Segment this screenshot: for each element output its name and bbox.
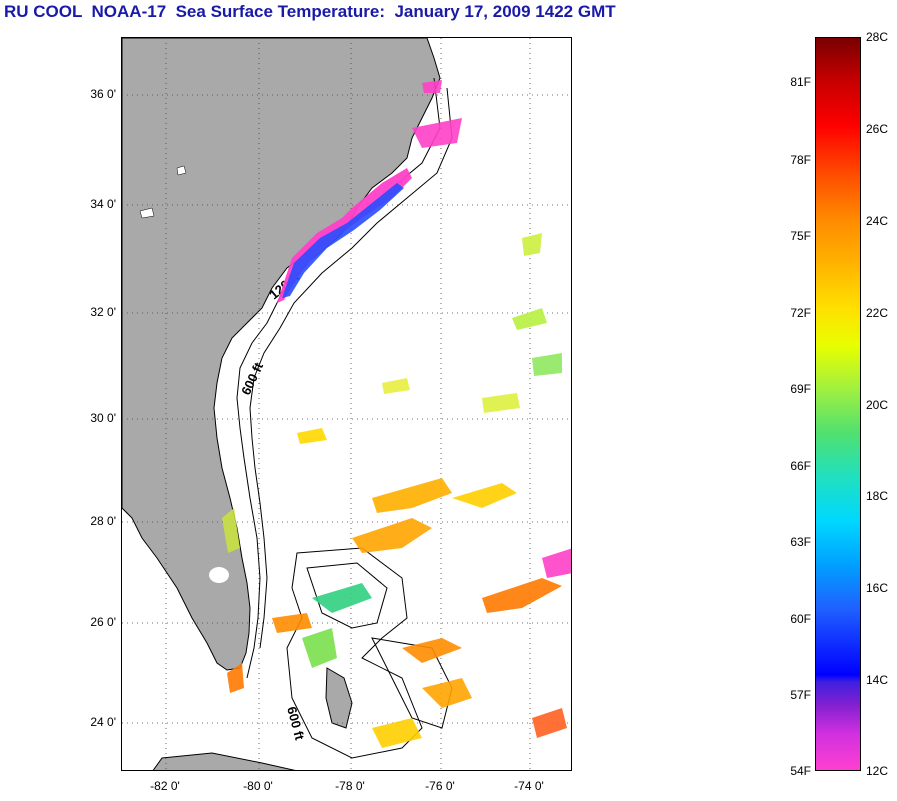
cb-label-54f: 54F (790, 764, 811, 778)
map-title: RU COOL NOAA-17 Sea Surface Temperature:… (4, 2, 616, 21)
cb-label-63f: 63F (790, 535, 811, 549)
cb-label-16c: 16C (866, 581, 889, 595)
cb-label-60f: 60F (790, 612, 811, 626)
lat-tick-28: 28 0' (90, 514, 116, 528)
cb-label-75f: 75F (790, 229, 811, 243)
lon-tick-74: -74 0' (514, 779, 544, 793)
lat-tick-36: 36 0' (90, 87, 116, 101)
lat-tick-30: 30 0' (90, 411, 116, 425)
lat-tick-32: 32 0' (90, 305, 116, 319)
cb-label-78f: 78F (790, 153, 811, 167)
lon-tick-76: -76 0' (425, 779, 455, 793)
cuba-land (152, 752, 296, 770)
sst-map: 120 ft 600 ft 600 ft (121, 37, 572, 771)
map-canvas: 120 ft 600 ft 600 ft (122, 38, 571, 770)
lat-tick-26: 26 0' (90, 615, 116, 629)
cb-label-20c: 20C (866, 398, 889, 412)
land-mass (122, 38, 441, 671)
contour-label-600ft-south: 600 ft (284, 705, 307, 742)
cb-label-28c: 28C (866, 30, 889, 44)
lake-okeechobee (209, 567, 229, 583)
sst-warm-patches (222, 233, 571, 748)
cb-label-12c: 12C (866, 764, 889, 778)
lon-tick-80: -80 0' (243, 779, 273, 793)
cb-label-24c: 24C (866, 214, 889, 228)
lon-tick-82: -82 0' (150, 779, 180, 793)
cb-label-72f: 72F (790, 306, 811, 320)
temperature-colorbar (815, 37, 861, 771)
sst-chesapeake (422, 80, 442, 93)
contour-600ft (249, 87, 453, 649)
bahamas-contour-inner (306, 562, 388, 629)
coastal-islands (139, 165, 187, 219)
cb-label-14c: 14C (866, 673, 889, 687)
cb-label-26c: 26C (866, 122, 889, 136)
sst-pamlico (412, 118, 462, 148)
cb-label-22c: 22C (866, 306, 889, 320)
lat-tick-24: 24 0' (90, 715, 116, 729)
cb-label-66f: 66F (790, 459, 811, 473)
sst-cold-core (282, 183, 404, 298)
cb-label-57f: 57F (790, 688, 811, 702)
andros-island (325, 667, 353, 729)
lon-tick-78: -78 0' (335, 779, 365, 793)
cb-label-18c: 18C (866, 489, 889, 503)
cb-label-81f: 81F (790, 75, 811, 89)
contour-label-600ft-north: 600 ft (238, 360, 266, 398)
cb-label-69f: 69F (790, 382, 811, 396)
lat-tick-34: 34 0' (90, 197, 116, 211)
graticule (122, 38, 571, 770)
